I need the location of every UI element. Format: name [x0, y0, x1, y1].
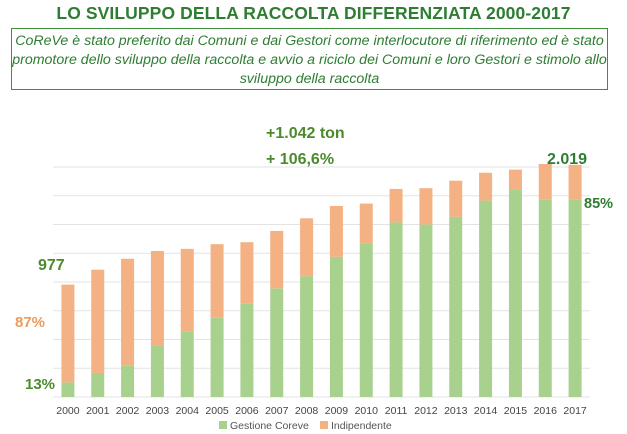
bar-indipendente-2012 [419, 188, 433, 225]
bar-gestione-2002 [121, 365, 135, 397]
bar-gestione-2000 [61, 382, 75, 397]
x-tick-2006: 2006 [235, 405, 259, 417]
growth-pct-label: + 106,6% [266, 151, 334, 168]
x-tick-2005: 2005 [205, 405, 229, 417]
bar-indipendente-2016 [538, 164, 552, 200]
x-tick-2016: 2016 [534, 405, 558, 417]
bar-gestione-2016 [538, 199, 552, 397]
bar-indipendente-2013 [449, 180, 463, 217]
x-tick-2011: 2011 [385, 405, 408, 417]
bar-gestione-2005 [210, 317, 224, 397]
x-tick-labels: 2000 2001 2002 2003 2004 2005 2006 2007 2008 2009… [56, 405, 587, 417]
bar-gestione-2009 [329, 256, 343, 397]
bar-gestione-2011 [389, 222, 403, 397]
x-tick-2015: 2015 [504, 405, 528, 417]
bar-indipendente-2003 [150, 250, 164, 346]
subtitle-box: CoReVe è stato preferito dai Comuni e da… [11, 28, 608, 90]
x-tick-2009: 2009 [325, 405, 349, 417]
bar-indipendente-2002 [121, 258, 135, 366]
bar-indipendente-2008 [300, 218, 314, 277]
grid-lines [53, 166, 590, 398]
bar-indipendente-2011 [389, 188, 403, 223]
x-tick-2000: 2000 [56, 405, 80, 417]
start-coreve-share: 13% [25, 376, 55, 393]
bar-gestione-2006 [240, 303, 254, 397]
x-tick-2008: 2008 [295, 405, 319, 417]
x-tick-2012: 2012 [414, 405, 438, 417]
start-total-label: 977 [38, 257, 65, 274]
bar-indipendente-2004 [180, 248, 194, 332]
bar-indipendente-2001 [91, 269, 105, 373]
bars [61, 164, 582, 397]
bar-gestione-2012 [419, 224, 433, 397]
x-tick-2002: 2002 [116, 405, 140, 417]
x-tick-2007: 2007 [265, 405, 289, 417]
bar-gestione-2008 [300, 276, 314, 397]
bar-indipendente-2005 [210, 244, 224, 318]
x-tick-2013: 2013 [444, 405, 468, 417]
growth-ton-label: +1.042 ton [266, 125, 345, 142]
bar-gestione-2007 [270, 288, 284, 397]
bar-indipendente-2006 [240, 242, 254, 304]
x-tick-2001: 2001 [86, 405, 110, 417]
bar-indipendente-2010 [359, 203, 373, 244]
x-tick-2010: 2010 [355, 405, 379, 417]
bar-gestione-2010 [359, 243, 373, 397]
bar-gestione-2013 [449, 216, 463, 397]
bar-gestione-2001 [91, 372, 105, 397]
bar-gestione-2017 [568, 199, 582, 397]
bar-gestione-2004 [180, 331, 194, 397]
legend-label-gestione: Gestione Coreve [230, 420, 309, 432]
x-tick-2004: 2004 [176, 405, 200, 417]
bar-gestione-2014 [479, 200, 493, 397]
end-coreve-share: 85% [584, 196, 613, 212]
end-total-label: 2.019 [547, 151, 587, 168]
x-tick-2017: 2017 [563, 405, 587, 417]
legend-label-indipendente: Indipendente [331, 420, 392, 432]
legend: Gestione Coreve Indipendente [219, 420, 392, 432]
bar-indipendente-2014 [479, 172, 493, 201]
bar-indipendente-2000 [61, 284, 75, 383]
start-indipendente-share: 87% [15, 314, 45, 331]
x-tick-2003: 2003 [146, 405, 170, 417]
x-tick-2014: 2014 [474, 405, 498, 417]
bar-indipendente-2017 [568, 164, 582, 200]
bar-indipendente-2009 [329, 205, 343, 257]
legend-swatch-indipendente [320, 421, 328, 429]
bar-indipendente-2007 [270, 230, 284, 289]
bar-indipendente-2015 [508, 169, 522, 190]
page-title: LO SVILUPPO DELLA RACCOLTA DIFFERENZIATA… [56, 3, 571, 23]
bar-gestione-2015 [508, 189, 522, 397]
legend-swatch-gestione [219, 421, 227, 429]
bar-gestione-2003 [150, 345, 164, 397]
